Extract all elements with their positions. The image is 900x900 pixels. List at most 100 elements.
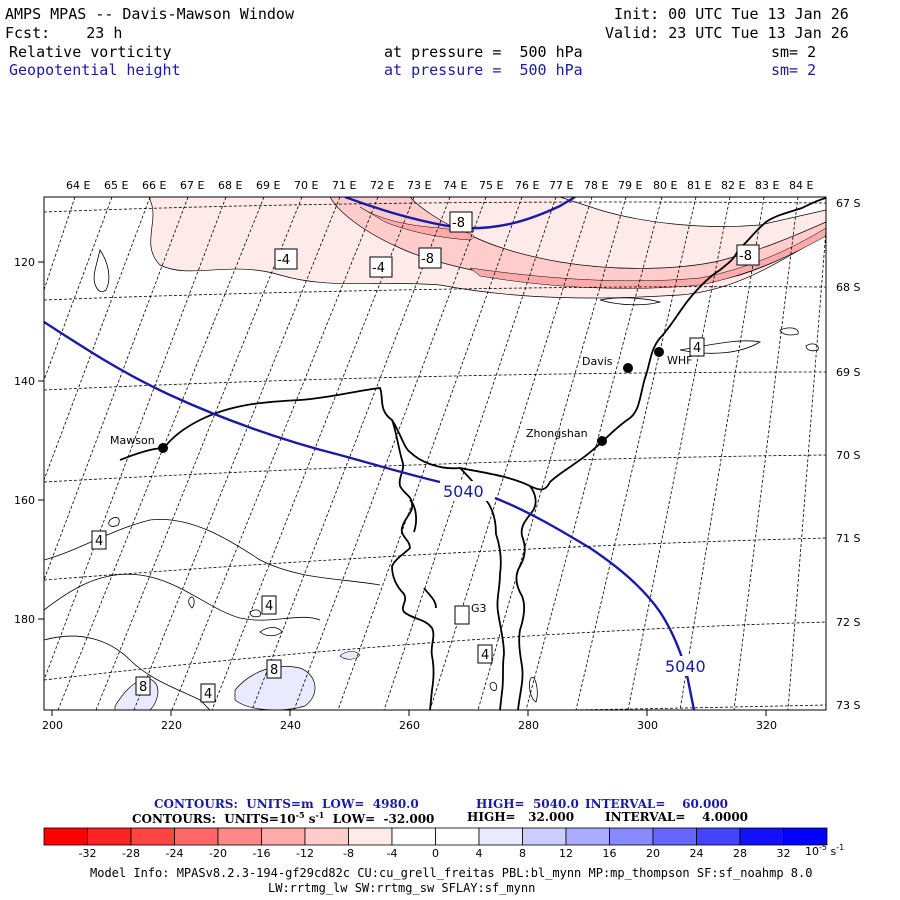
station-label-davis: Davis bbox=[582, 355, 613, 368]
station-label-zhongshan: Zhongshan bbox=[526, 427, 588, 440]
color-bar-cell bbox=[783, 827, 828, 846]
lon-label: 65 E bbox=[104, 179, 128, 192]
station-labels: Mawson Davis WHF Zhongshan G3 bbox=[110, 354, 692, 615]
color-bar-tick-label: 4 bbox=[476, 847, 483, 860]
vort-label-4-a: 4 bbox=[693, 341, 701, 356]
lat-labels: 67 S 68 S 69 S 70 S 71 S 72 S 73 S bbox=[836, 197, 860, 712]
color-bar-cell bbox=[348, 827, 393, 846]
color-bar-tick-label: 8 bbox=[519, 847, 526, 860]
lon-label: 84 E bbox=[789, 179, 813, 192]
lon-label: 79 E bbox=[618, 179, 642, 192]
height-contour-info: CONTOURS: UNITS=m LOW= 4980.0 bbox=[154, 797, 419, 811]
color-bar-unit: 10-5 s-1 bbox=[805, 843, 844, 858]
color-bar-cell bbox=[217, 827, 262, 846]
station-marker-zhongshan bbox=[597, 436, 607, 446]
x-tick-label: 320 bbox=[756, 719, 777, 732]
color-bar-tick-label: -16 bbox=[253, 847, 271, 860]
station-label-mawson: Mawson bbox=[110, 434, 155, 447]
color-bar-cell bbox=[435, 827, 480, 846]
height-contour-interval: INTERVAL= 60.000 bbox=[585, 797, 729, 811]
lon-label: 75 E bbox=[479, 179, 503, 192]
field2-level: at pressure = 500 hPa bbox=[384, 61, 583, 79]
vort-label-4-b: 4 bbox=[95, 534, 103, 549]
station-marker-davis bbox=[623, 363, 633, 373]
init-time: Init: 00 UTC Tue 13 Jan 26 bbox=[614, 5, 849, 23]
field1-level: at pressure = 500 hPa bbox=[384, 43, 583, 61]
field2-smooth: sm= 2 bbox=[771, 61, 817, 79]
x-tick-label: 220 bbox=[161, 719, 182, 732]
lat-label: 67 S bbox=[836, 197, 860, 210]
station-label-g3: G3 bbox=[471, 602, 487, 615]
field2-name: Geopotential height bbox=[9, 61, 181, 79]
color-bar-tick-label: 16 bbox=[603, 847, 617, 860]
lon-label: 74 E bbox=[443, 179, 467, 192]
color-bar-cell bbox=[739, 827, 784, 846]
color-bar-tick-label: -12 bbox=[296, 847, 314, 860]
color-bar-tick-label: 0 bbox=[432, 847, 439, 860]
lon-label: 73 E bbox=[407, 179, 431, 192]
y-tick-label: 120 bbox=[14, 256, 35, 269]
lon-label: 70 E bbox=[294, 179, 318, 192]
lon-label: 68 E bbox=[218, 179, 242, 192]
field1-name: Relative vorticity bbox=[9, 43, 172, 61]
y-tick-label: 140 bbox=[14, 375, 35, 388]
lon-label: 66 E bbox=[142, 179, 166, 192]
y-tick-label: 180 bbox=[14, 613, 35, 626]
color-bar-cell bbox=[87, 827, 132, 846]
height-label-5040-b: 5040 bbox=[665, 657, 706, 676]
station-label-whf: WHF bbox=[667, 354, 692, 367]
x-axis: 200 220 240 260 280 300 320 bbox=[42, 710, 777, 732]
color-bar-tick-label: 24 bbox=[690, 847, 704, 860]
color-bar-tick-label: -8 bbox=[343, 847, 354, 860]
color-bar-tick-label: -24 bbox=[166, 847, 184, 860]
color-bar-cell bbox=[478, 827, 523, 846]
vort-contour-info: CONTOURS: UNITS=10-5 s-1 LOW= -32.000 bbox=[132, 810, 435, 826]
color-bar-tick-label: 32 bbox=[777, 847, 791, 860]
vort-label-neg8-a: -8 bbox=[421, 252, 434, 267]
lat-label: 70 S bbox=[836, 449, 860, 462]
vort-label-4-c: 4 bbox=[265, 599, 273, 614]
model-physics: LW:rrtmg_lw SW:rrtmg_sw SFLAY:sf_mynn bbox=[268, 881, 536, 895]
lon-labels: 64 E 65 E 66 E 67 E 68 E 69 E 70 E 71 E … bbox=[66, 179, 813, 192]
lat-label: 73 S bbox=[836, 699, 860, 712]
vort-label-neg4-b: -4 bbox=[372, 261, 385, 276]
vort-label-4-e: 4 bbox=[204, 687, 212, 702]
color-bar-cell bbox=[652, 827, 697, 846]
meridians bbox=[44, 197, 826, 710]
color-bar-cell bbox=[261, 827, 306, 846]
lon-label: 82 E bbox=[721, 179, 745, 192]
vort-contour-high: HIGH= 32.000 bbox=[467, 810, 575, 824]
lat-label: 69 S bbox=[836, 366, 860, 379]
valid-time: Valid: 23 UTC Tue 13 Jan 26 bbox=[605, 24, 849, 42]
vort-label-neg8-c: -8 bbox=[739, 249, 752, 264]
color-bar-cell bbox=[304, 827, 349, 846]
color-bar-cell bbox=[391, 827, 436, 846]
vort-contour-label-text: -4 -4 -8 -8 -8 4 4 4 4 8 8 4 bbox=[95, 216, 752, 702]
map-title: AMPS MPAS -- Davis-Mawson Window bbox=[5, 5, 294, 23]
map-plot-area bbox=[44, 197, 826, 710]
lat-label: 71 S bbox=[836, 532, 860, 545]
lon-label: 80 E bbox=[653, 179, 677, 192]
lon-label: 64 E bbox=[66, 179, 90, 192]
field1-smooth: sm= 2 bbox=[771, 43, 817, 61]
lat-label: 68 S bbox=[836, 281, 860, 294]
forecast-hour: Fcst: 23 h bbox=[5, 24, 123, 42]
color-bar-tick-label: 28 bbox=[733, 847, 747, 860]
x-tick-label: 240 bbox=[280, 719, 301, 732]
height-contour-high: HIGH= 5040.0 bbox=[476, 797, 579, 811]
lon-label: 71 E bbox=[332, 179, 356, 192]
color-bar-tick-label: 12 bbox=[559, 847, 573, 860]
color-bar-cell bbox=[174, 827, 219, 846]
vort-contour-labels bbox=[91, 211, 760, 703]
station-markers bbox=[158, 347, 664, 621]
model-info: Model Info: MPASv8.2.3-194-gf29cd82c CU:… bbox=[90, 866, 813, 880]
vort-shade-pos-4 bbox=[234, 665, 316, 710]
lon-label: 69 E bbox=[256, 179, 280, 192]
vort-contours bbox=[44, 249, 819, 710]
station-marker-whf bbox=[654, 347, 664, 357]
vort-shade-pos-small bbox=[339, 651, 361, 660]
vort-contour-interval: INTERVAL= 4.0000 bbox=[605, 810, 749, 824]
lon-label: 67 E bbox=[180, 179, 204, 192]
color-bar-cell bbox=[522, 827, 567, 846]
